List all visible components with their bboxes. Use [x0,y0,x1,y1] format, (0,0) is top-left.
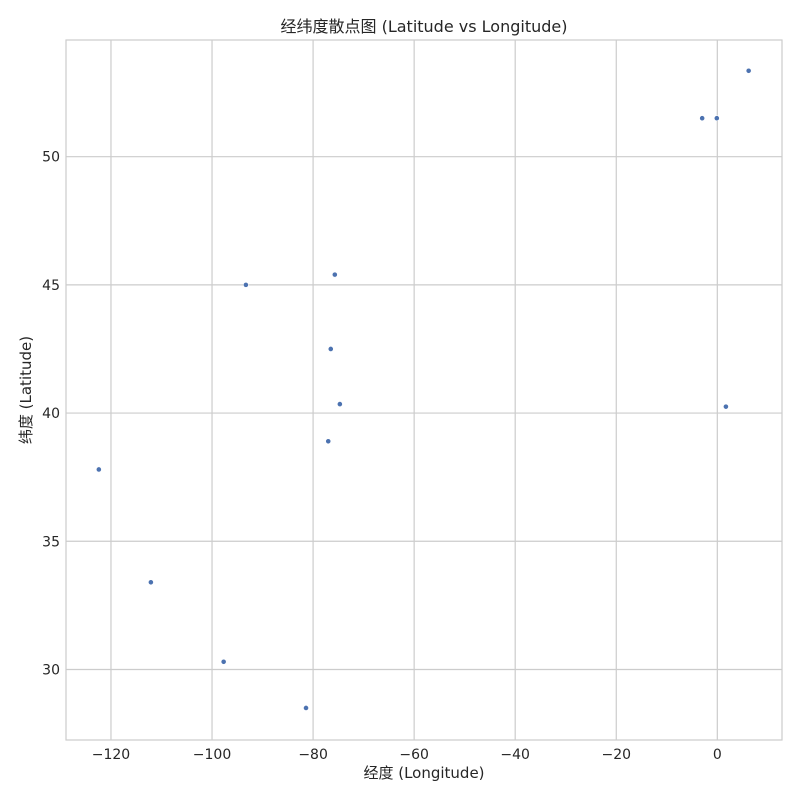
data-point [325,438,332,445]
data-point [699,115,706,122]
plot-frame [65,39,783,741]
data-point [147,579,154,586]
x-axis-label: 经度 (Longitude) [363,764,484,782]
chart-title: 经纬度散点图 (Latitude vs Longitude) [281,17,568,36]
data-point [331,271,338,278]
y-axis-label: 纬度 (Latitude) [17,336,35,444]
data-point [220,658,227,665]
y-tick-label: 50 [42,150,60,166]
x-tick-label: −120 [92,747,130,763]
y-tick-label: 35 [42,534,60,550]
y-tick-labels: 30 35 40 45 50 [42,150,60,679]
x-tick-label: 0 [713,747,722,763]
y-tick-label: 45 [42,278,60,294]
grid [66,40,782,740]
x-tick-label: −100 [193,747,231,763]
x-tick-labels: −120 −100 −80 −60 −40 −20 0 [92,747,722,763]
data-point [713,115,720,122]
y-tick-label: 40 [42,406,60,422]
y-tick-label: 30 [42,662,60,678]
x-tick-label: −60 [399,747,429,763]
data-point [95,466,102,473]
x-tick-label: −80 [298,747,328,763]
data-points [95,67,752,711]
data-point [336,401,343,408]
data-point [327,346,334,352]
data-point [745,67,752,74]
x-tick-label: −20 [601,747,631,763]
data-point [242,281,249,288]
data-point [303,705,309,711]
data-point [723,403,729,410]
x-tick-label: −40 [500,747,530,763]
